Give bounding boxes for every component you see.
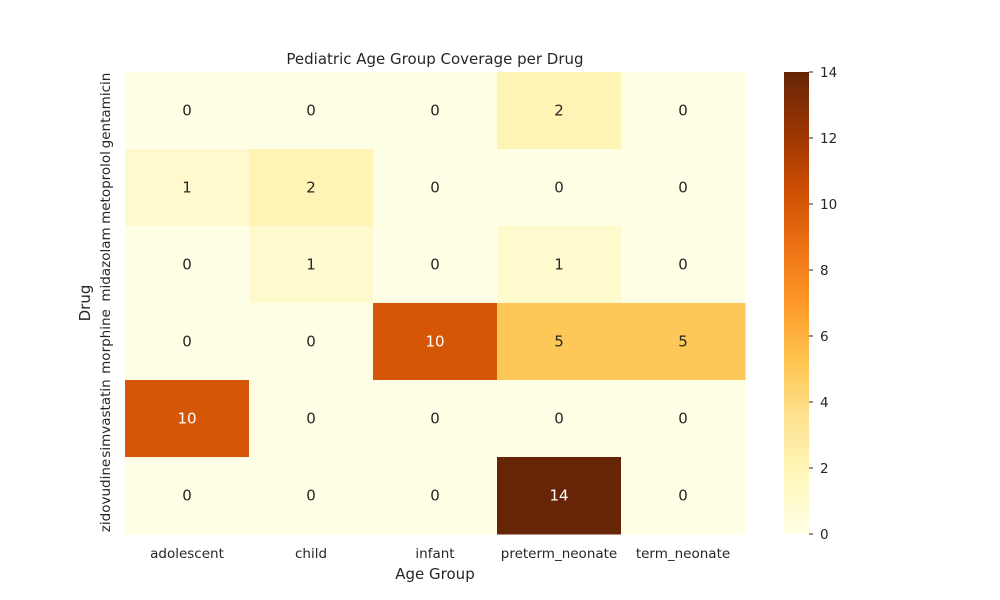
colorbar-tick-label: 10: [820, 197, 837, 213]
x-tick-label: preterm_neonate: [501, 546, 618, 562]
y-tick-label: midazolam: [98, 227, 114, 301]
heatmap-cell: [249, 226, 374, 304]
heatmap-cell: [249, 149, 374, 227]
heatmap-cell: [373, 149, 498, 227]
cell-value-label: 2: [306, 179, 316, 197]
heatmap-cell: [373, 380, 498, 458]
cell-value-label: 0: [182, 256, 192, 274]
heatmap-cell: [249, 303, 374, 381]
y-axis-label: Drug: [76, 285, 94, 322]
colorbar-tick-label: 14: [820, 65, 837, 81]
cell-value-label: 0: [678, 410, 688, 428]
cell-value-label: 0: [678, 487, 688, 505]
heatmap-cell: [373, 457, 498, 535]
heatmap-cell: [249, 380, 374, 458]
cell-value-label: 1: [182, 179, 192, 197]
chart-title: Pediatric Age Group Coverage per Drug: [286, 50, 583, 68]
cell-value-label: 10: [177, 410, 196, 428]
cell-value-label: 0: [306, 102, 316, 120]
heatmap-cell: [621, 303, 746, 381]
cell-value-label: 0: [182, 333, 192, 351]
heatmap-cell: [125, 380, 250, 458]
x-tick-label: term_neonate: [636, 546, 730, 562]
cell-value-label: 5: [678, 333, 688, 351]
heatmap-cell: [497, 303, 622, 381]
x-tick-label: child: [295, 546, 327, 562]
cell-value-label: 0: [678, 179, 688, 197]
colorbar-ticks: 0 2 4 6 8 10 12 14: [809, 65, 837, 543]
heatmap-cell: [373, 303, 498, 381]
heatmap-cell: [621, 457, 746, 535]
heatmap-cell: [125, 226, 250, 304]
y-tick-label: morphine: [98, 309, 114, 374]
colorbar-tick-label: 12: [820, 131, 837, 147]
cell-value-label: 0: [182, 487, 192, 505]
y-tick-label: simvastatin: [98, 379, 114, 457]
heatmap-cell: [125, 457, 250, 535]
heatmap-cell: [621, 380, 746, 458]
colorbar-tick-label: 8: [820, 263, 829, 279]
heatmap-cell: [621, 226, 746, 304]
cell-value-label: 0: [430, 102, 440, 120]
colorbar: [784, 72, 809, 534]
cell-value-label: 5: [554, 333, 564, 351]
cell-value-label: 0: [306, 333, 316, 351]
y-tick-label: gentamicin: [98, 73, 114, 149]
cell-value-label: 1: [306, 256, 316, 274]
cell-value-label: 2: [554, 102, 564, 120]
y-tick-label: metoprolol: [98, 151, 114, 224]
x-axis-label: Age Group: [395, 565, 474, 583]
y-tick-label: zidovudine: [98, 459, 114, 532]
cell-value-label: 0: [430, 410, 440, 428]
y-axis-ticks: gentamicin metoprolol midazolam morphine sim…: [98, 73, 114, 533]
cell-value-label: 0: [182, 102, 192, 120]
x-tick-label: infant: [415, 546, 454, 562]
heatmap-cell: [497, 226, 622, 304]
cell-value-label: 0: [430, 256, 440, 274]
cell-value-label: 1: [554, 256, 564, 274]
heatmap-cell-labels: 0 0 0 2 01 2 0 0 00 1 0 1 00 0 10 5 510 0 0 0 00 0 0 14 0: [177, 102, 687, 505]
cell-value-label: 10: [425, 333, 444, 351]
cell-value-label: 0: [554, 179, 564, 197]
colorbar-tick-label: 2: [820, 461, 829, 477]
heatmap-cell: [373, 226, 498, 304]
x-axis-ticks: adolescent child infant preterm_neonate term…: [150, 546, 730, 562]
heatmap-cell: [373, 72, 498, 150]
heatmap-cell: [125, 303, 250, 381]
cell-value-label: 0: [554, 410, 564, 428]
colorbar-tick-label: 0: [820, 527, 829, 543]
heatmap-cell: [621, 149, 746, 227]
heatmap-cell: [125, 72, 250, 150]
heatmap-cell: [497, 149, 622, 227]
heatmap-cell: [497, 380, 622, 458]
heatmap-cell: [497, 72, 622, 150]
cell-value-label: 0: [306, 487, 316, 505]
x-tick-label: adolescent: [150, 546, 224, 562]
cell-value-label: 0: [678, 102, 688, 120]
cell-value-label: 0: [430, 487, 440, 505]
heatmap-cell: [621, 72, 746, 150]
cell-value-label: 0: [306, 410, 316, 428]
heatmap-cell: [125, 149, 250, 227]
colorbar-tick-label: 6: [820, 329, 829, 345]
heatmap-cell: [249, 72, 374, 150]
cell-value-label: 0: [430, 179, 440, 197]
cell-value-label: 14: [549, 487, 568, 505]
heatmap-cell: [249, 457, 374, 535]
cell-value-label: 0: [678, 256, 688, 274]
heatmap-cell: [497, 457, 622, 535]
heatmap-cells: [125, 72, 746, 535]
colorbar-tick-label: 4: [820, 395, 829, 411]
